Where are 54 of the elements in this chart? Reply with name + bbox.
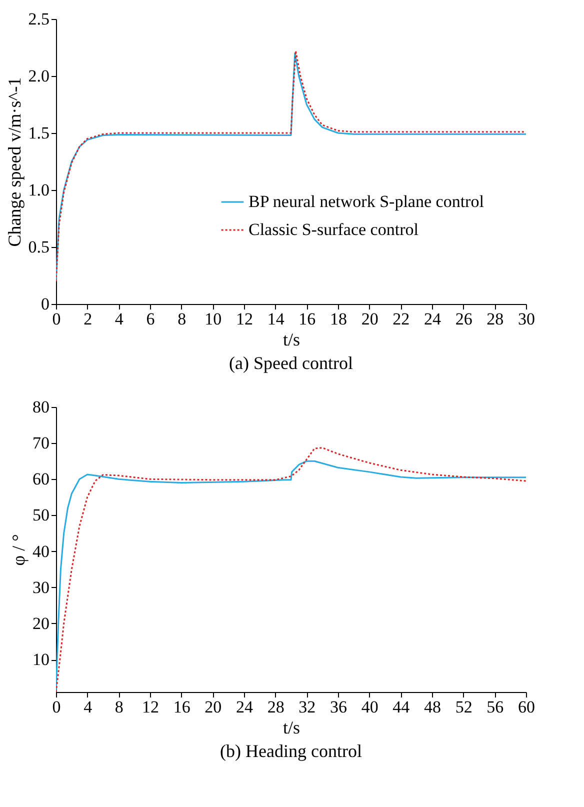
x-tick-label: 16 [298,310,316,328]
x-tick-label: 12 [236,310,253,328]
x-tick-label: 20 [361,310,378,328]
x-tick-label: 8 [178,310,186,328]
x-tick-label: 28 [486,310,504,328]
legend-label: Classic S-surface control [248,220,419,239]
legend-label: BP neural network S-plane control [248,192,484,211]
y-axis-title: Change speed v/m·s^-1 [4,77,24,247]
x-tick-label: 14 [267,310,285,328]
x-axis-title: t/s [282,718,300,738]
x-tick-label: 32 [298,698,316,716]
y-tick-label: 70 [32,434,50,453]
y-tick-label: 0.5 [28,238,50,256]
y-tick-label: 2.0 [28,66,50,86]
text: (a) Speed control [229,353,353,373]
text: (b) Heading control [220,741,362,761]
x-tick-label: 28 [267,698,284,716]
y-tick-label: 0 [41,294,50,314]
x-tick-label: 12 [142,698,159,716]
x-tick-label: 2 [84,310,92,328]
y-tick-label: 1.0 [28,180,50,200]
y-tick-label: 30 [32,578,50,597]
x-tick-label: 48 [424,698,441,716]
y-tick-label: 2.5 [28,10,50,28]
x-tick-label: 16 [173,698,190,716]
x-tick-label: 4 [84,698,93,716]
x-tick-label: 26 [455,310,472,328]
x-tick-label: 52 [455,698,472,716]
x-tick-label: 60 [518,698,535,716]
x-tick-label: 22 [392,310,410,328]
y-tick-label: 60 [32,470,50,489]
x-tick-label: 20 [204,698,222,716]
x-tick-label: 40 [361,698,378,716]
y-tick-label: 1.5 [28,124,50,142]
y-axis-title: φ / ° [8,534,28,566]
x-tick-label: 24 [424,310,442,328]
y-tick-label: 40 [32,542,50,561]
x-tick-label: 30 [518,310,535,328]
x-tick-label: 4 [114,310,124,328]
x-tick-label: 6 [146,310,155,328]
y-tick-label: 10 [32,650,50,670]
x-tick-label: 0 [52,698,61,716]
y-tick-label: 20 [32,614,50,633]
x-tick-label: 18 [330,310,347,328]
x-tick-label: 0 [52,310,61,328]
x-tick-label: 56 [486,698,504,716]
x-tick-label: 36 [330,698,347,716]
x-tick-label: 24 [236,698,254,716]
y-tick-label: 80 [32,398,50,416]
x-axis-title: t/s [282,330,300,350]
x-tick-label: 8 [114,698,124,716]
x-tick-label: 44 [392,698,410,716]
y-tick-label: 50 [32,506,50,525]
x-tick-label: 10 [204,310,222,328]
